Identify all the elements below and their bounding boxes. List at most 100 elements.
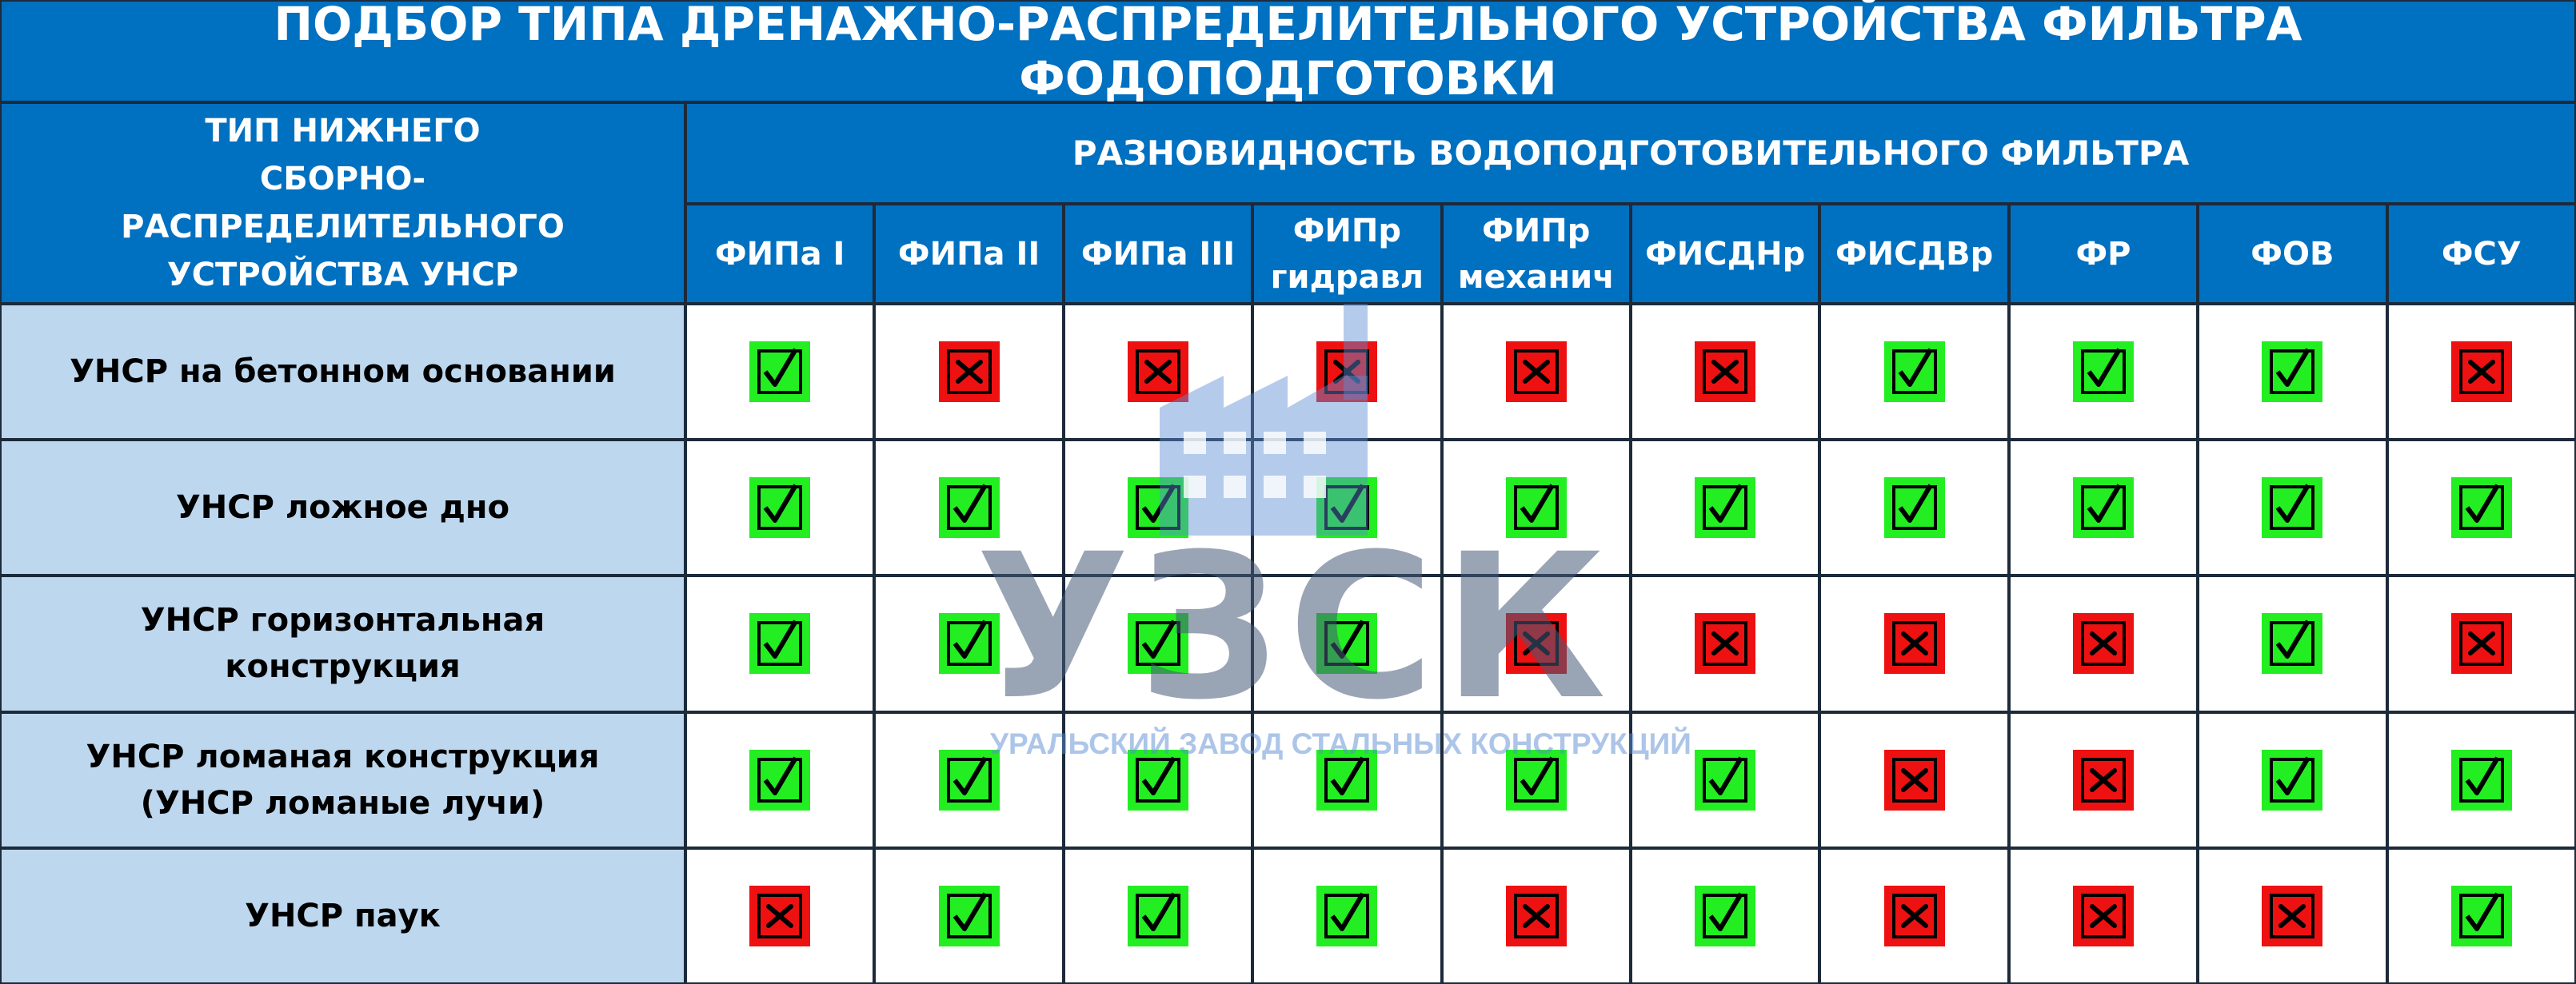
cell: [1819, 711, 2009, 848]
check-icon: [938, 749, 1000, 811]
cross-icon: [2072, 749, 2134, 811]
row-label: УНСР ложное дно: [0, 440, 685, 576]
check-icon: [1127, 613, 1188, 675]
cross-icon: [749, 885, 811, 946]
cell: [1063, 440, 1253, 576]
cell: [2198, 304, 2387, 440]
cell: [2198, 576, 2387, 712]
check-icon: [749, 477, 811, 539]
cell: [1252, 711, 1442, 848]
cell: [685, 304, 875, 440]
column-header: ФСУ: [2386, 204, 2576, 304]
cell: [1441, 440, 1631, 576]
check-icon: [1127, 477, 1188, 539]
cell: [2386, 304, 2576, 440]
cross-icon: [1316, 341, 1378, 403]
check-icon: [749, 749, 811, 811]
check-icon: [1127, 885, 1188, 946]
column-header: ФИПа I: [685, 204, 875, 304]
cell: [874, 711, 1064, 848]
check-icon: [1316, 477, 1378, 539]
row-label: УНСР ломаная конструкция (УНСР ломаные л…: [0, 711, 685, 848]
cross-icon: [1883, 613, 1945, 675]
column-header: ФИПр гидравл: [1252, 204, 1442, 304]
cell: [1819, 440, 2009, 576]
cell: [1441, 711, 1631, 848]
cell: [2008, 576, 2199, 712]
cross-icon: [2450, 613, 2512, 675]
check-icon: [1316, 749, 1378, 811]
check-icon: [2072, 477, 2134, 539]
cross-icon: [2072, 613, 2134, 675]
cross-icon: [1883, 885, 1945, 946]
cell: [1063, 576, 1253, 712]
cell: [1441, 847, 1631, 984]
cell: [685, 440, 875, 576]
cell: [1631, 847, 1820, 984]
cell: [874, 304, 1064, 440]
check-icon: [1316, 885, 1378, 946]
column-header: ФИСДВр: [1819, 204, 2009, 304]
check-icon: [2450, 885, 2512, 946]
cross-icon: [1505, 885, 1567, 946]
cell: [2198, 847, 2387, 984]
cell: [874, 847, 1064, 984]
check-icon: [1695, 885, 1756, 946]
cell: [1252, 440, 1442, 576]
cell: [2386, 711, 2576, 848]
cell: [1441, 576, 1631, 712]
row-label: УНСР на бетонном основании: [0, 304, 685, 440]
cross-icon: [938, 341, 1000, 403]
cell: [1441, 304, 1631, 440]
cell: [1819, 304, 2009, 440]
row-label: УНСР горизонтальная конструкция: [0, 576, 685, 712]
check-icon: [1883, 341, 1945, 403]
cross-icon: [1505, 613, 1567, 675]
check-icon: [2450, 477, 2512, 539]
cell: [1631, 576, 1820, 712]
title: ПОДБОР ТИПА ДРЕНАЖНО-РАСПРЕДЕЛИТЕЛЬНОГО …: [0, 0, 2576, 106]
cell: [1252, 304, 1442, 440]
cross-icon: [1127, 341, 1188, 403]
cell: [1063, 711, 1253, 848]
cell: [2198, 711, 2387, 848]
check-icon: [1883, 477, 1945, 539]
cell: [1063, 304, 1253, 440]
check-icon: [938, 885, 1000, 946]
column-header: ФОВ: [2198, 204, 2387, 304]
row-label: УНСР паук: [0, 847, 685, 984]
cell: [2008, 847, 2199, 984]
cell: [1819, 576, 2009, 712]
cell: [2386, 576, 2576, 712]
cross-icon: [2072, 885, 2134, 946]
check-icon: [749, 341, 811, 403]
cell: [1252, 576, 1442, 712]
check-icon: [1695, 477, 1756, 539]
cell: [1631, 711, 1820, 848]
cell: [685, 847, 875, 984]
column-header: ФИПа III: [1063, 204, 1253, 304]
check-icon: [2072, 341, 2134, 403]
check-icon: [2450, 749, 2512, 811]
check-icon: [938, 613, 1000, 675]
check-icon: [2262, 341, 2323, 403]
cell: [874, 440, 1064, 576]
cross-icon: [2262, 885, 2323, 946]
cell: [1252, 847, 1442, 984]
group-header: РАЗНОВИДНОСТЬ ВОДОПОДГОТОВИТЕЛЬНОГО ФИЛЬ…: [685, 102, 2576, 204]
cross-icon: [1695, 613, 1756, 675]
check-icon: [749, 613, 811, 675]
check-icon: [1127, 749, 1188, 811]
cell: [685, 576, 875, 712]
cross-icon: [1505, 341, 1567, 403]
cell: [2008, 711, 2199, 848]
cross-icon: [1883, 749, 1945, 811]
row-header: ТИП НИЖНЕГО СБОРНО-РАСПРЕДЕЛИТЕЛЬНОГО УС…: [0, 102, 685, 304]
cell: [2386, 440, 2576, 576]
check-icon: [2262, 477, 2323, 539]
column-header: ФИСДНр: [1631, 204, 1820, 304]
check-icon: [2262, 613, 2323, 675]
check-icon: [1505, 477, 1567, 539]
column-header: ФИПр механич: [1441, 204, 1631, 304]
